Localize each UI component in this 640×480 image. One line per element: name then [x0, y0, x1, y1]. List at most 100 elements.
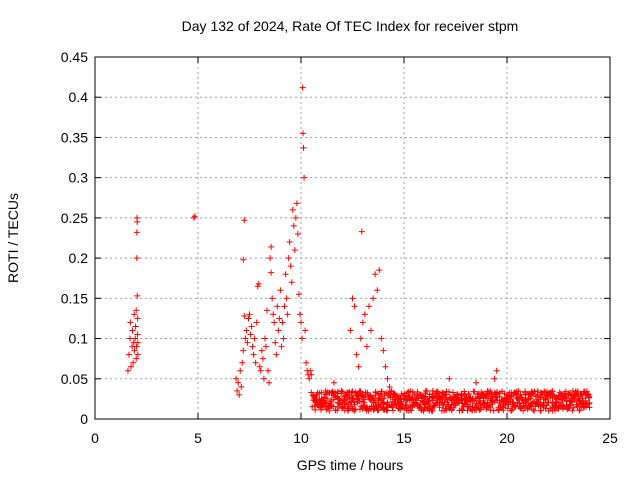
x-tick-label: 10	[293, 430, 309, 446]
data-point	[247, 331, 254, 338]
data-point	[279, 319, 286, 326]
data-point	[134, 315, 141, 322]
data-point	[278, 343, 285, 350]
data-point	[423, 388, 430, 395]
y-tick-label: 0.1	[69, 331, 89, 347]
data-point	[289, 206, 296, 213]
data-point	[307, 367, 314, 374]
data-point	[376, 267, 383, 274]
data-point	[318, 395, 325, 402]
data-point	[372, 271, 379, 278]
data-point	[262, 343, 269, 350]
data-point	[239, 359, 246, 366]
data-point	[380, 400, 387, 407]
data-point	[238, 383, 245, 390]
data-point	[510, 391, 517, 398]
data-point	[235, 379, 242, 386]
data-point	[522, 395, 529, 402]
data-point	[134, 339, 141, 346]
data-point	[258, 347, 265, 354]
data-point	[252, 359, 259, 366]
y-tick-label: 0.2	[69, 250, 89, 266]
data-point	[336, 395, 343, 402]
data-point	[318, 389, 325, 396]
data-point	[491, 375, 498, 382]
data-point	[349, 388, 356, 395]
data-point	[547, 391, 554, 398]
data-point	[347, 327, 354, 334]
data-point	[417, 391, 424, 398]
data-point	[237, 367, 244, 374]
data-point	[425, 399, 432, 406]
data-point	[497, 399, 504, 406]
data-point	[132, 323, 139, 330]
data-point	[242, 335, 249, 342]
data-point	[443, 407, 450, 414]
data-point	[312, 406, 319, 413]
data-point	[134, 292, 141, 299]
data-point	[408, 407, 415, 414]
data-point	[299, 335, 306, 342]
data-point	[430, 403, 437, 410]
data-point	[401, 390, 408, 397]
data-point	[520, 407, 527, 414]
data-point	[288, 279, 295, 286]
data-point	[309, 403, 316, 410]
x-axis-label: GPS time / hours	[297, 457, 404, 473]
x-tick-label: 5	[194, 430, 202, 446]
data-point	[351, 303, 358, 310]
data-point	[294, 230, 301, 237]
data-point	[281, 303, 288, 310]
data-point	[291, 247, 298, 254]
data-point	[429, 406, 436, 413]
data-point	[268, 269, 275, 276]
data-point	[458, 391, 465, 398]
y-tick-label: 0.3	[69, 170, 89, 186]
data-point	[446, 375, 453, 382]
y-tick-label: 0.45	[61, 49, 88, 65]
data-point	[462, 401, 469, 408]
data-point	[127, 335, 134, 342]
data-point	[241, 217, 248, 224]
data-point	[257, 367, 264, 374]
data-point	[380, 347, 387, 354]
data-point	[504, 405, 511, 412]
data-point	[531, 407, 538, 414]
data-point	[516, 399, 523, 406]
chart-title: Day 132 of 2024, Rate Of TEC Index for r…	[182, 18, 519, 34]
data-point	[560, 403, 567, 410]
data-point	[473, 379, 480, 386]
data-point	[383, 407, 390, 414]
data-point	[133, 255, 140, 262]
data-point	[260, 375, 267, 382]
data-point	[534, 399, 541, 406]
data-point	[433, 395, 440, 402]
data-point	[284, 311, 291, 318]
data-point	[569, 387, 576, 394]
data-point	[191, 213, 198, 220]
data-point	[356, 398, 363, 405]
data-point	[240, 256, 247, 263]
data-point	[269, 295, 276, 302]
data-point	[500, 407, 507, 414]
data-point	[250, 351, 257, 358]
data-point	[322, 387, 329, 394]
data-points	[124, 84, 593, 414]
data-point	[442, 391, 449, 398]
data-point	[129, 327, 136, 334]
data-point	[343, 391, 350, 398]
data-point	[413, 399, 420, 406]
data-point	[459, 407, 466, 414]
data-point	[271, 319, 278, 326]
data-point	[368, 327, 375, 334]
data-point	[401, 395, 407, 402]
data-point	[359, 319, 366, 326]
data-point	[314, 399, 321, 406]
data-point	[528, 391, 535, 398]
data-point	[282, 271, 289, 278]
data-point	[384, 375, 391, 382]
data-point	[358, 228, 365, 235]
data-point	[256, 363, 263, 370]
data-point	[388, 387, 395, 394]
data-point	[530, 406, 537, 413]
